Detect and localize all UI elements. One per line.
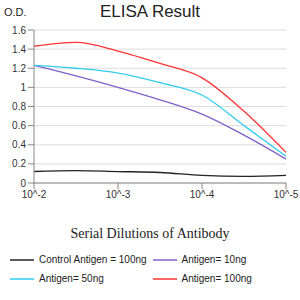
svg-text:10^-5: 10^-5 [274, 189, 292, 200]
svg-text:10^-3: 10^-3 [106, 189, 131, 200]
html-text:Control Antigen = 100ng: Control Antigen = 100ng [39, 254, 147, 265]
svg-text:1.6: 1.6 [12, 25, 26, 36]
html-text:Antigen= 10ng: Antigen= 10ng [181, 254, 247, 265]
svg-text:1.4: 1.4 [12, 44, 26, 55]
svg-text:1.2: 1.2 [12, 63, 26, 74]
svg-text:0.6: 0.6 [12, 120, 26, 131]
svg-text:10^-2: 10^-2 [22, 189, 47, 200]
svg-text:10^-4: 10^-4 [190, 189, 215, 200]
svg-text:1: 1 [20, 82, 26, 93]
svg-text:0.4: 0.4 [12, 139, 26, 150]
svg-text:0.8: 0.8 [12, 101, 26, 112]
svg-text:0.2: 0.2 [12, 158, 26, 169]
html-text:Serial Dilutions of Antibody: Serial Dilutions of Antibody [70, 226, 230, 241]
html-text:O.D.: O.D. [4, 6, 27, 18]
html-text:Antigen= 100ng: Antigen= 100ng [181, 273, 252, 284]
svg-text:0: 0 [20, 178, 26, 189]
html-text:ELISA Result: ELISA Result [99, 2, 201, 21]
html-text:Antigen= 50ng: Antigen= 50ng [39, 273, 104, 284]
